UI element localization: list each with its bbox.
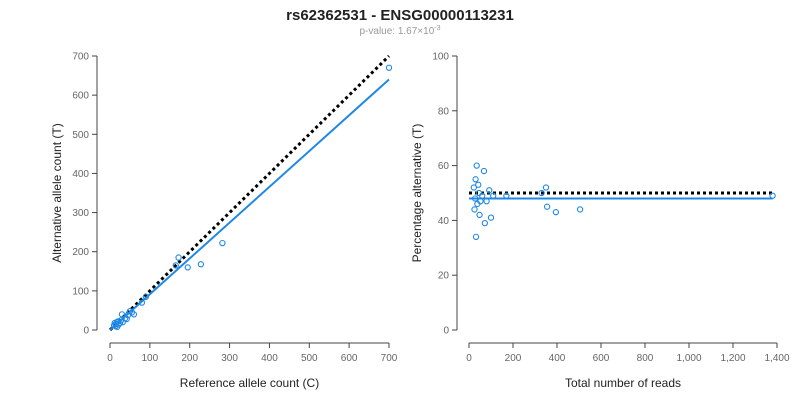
right-x-tick-label: 400 [549, 353, 566, 364]
chart-title: rs62362531 - ENSG00000113231 [286, 7, 514, 24]
left-data-point [138, 299, 146, 306]
right-data-point [479, 192, 486, 199]
right-data-point [490, 192, 497, 199]
left-reference-line [108, 54, 391, 332]
left-y-tick-label: 300 [72, 208, 89, 219]
right-data-point [472, 195, 479, 202]
right-data-point [480, 167, 488, 175]
right-data-point [470, 184, 477, 191]
right-x-tick-label: 200 [505, 353, 522, 364]
left-x-tick-label: 0 [107, 353, 113, 364]
left-y-axis-label: Alternative allele count (T) [50, 123, 64, 262]
allele-count-scatter-panel: 0 100 200 300 400 500 600 700 0 100 200 300 400 500 60… [50, 52, 398, 391]
right-y-axis-label: Percentage alternative (T) [410, 124, 424, 263]
right-x-tick-label: 1,400 [764, 353, 789, 364]
right-data-point [471, 206, 478, 213]
left-data-point [197, 261, 205, 268]
left-x-tick-label: 500 [301, 353, 318, 364]
left-y-tick-label: 600 [72, 91, 89, 102]
right-data-point [472, 176, 479, 183]
left-x-tick-label: 100 [142, 353, 159, 364]
right-data-point [477, 198, 484, 205]
left-y-tick-label: 100 [72, 286, 89, 297]
chart-subtitle: p-value: 1.67×10-3 [359, 25, 440, 37]
right-data-point [769, 192, 776, 199]
left-y-tick-label: 200 [72, 247, 89, 258]
right-y-tick-label: 100 [432, 52, 449, 63]
right-data-point [576, 206, 584, 213]
left-data-point [385, 64, 393, 71]
left-data-point [219, 239, 226, 247]
left-data-point [172, 262, 179, 269]
right-data-point [487, 214, 495, 221]
right-x-tick-label: 800 [637, 353, 654, 364]
right-data-point [543, 203, 551, 210]
left-x-axis-label: Reference allele count (C) [180, 376, 319, 390]
left-data-point [123, 315, 130, 323]
left-data-point [142, 293, 150, 300]
left-y-tick-label: 400 [72, 169, 89, 180]
left-data-point [118, 311, 126, 318]
percentage-alternative-scatter-panel: 0 20 40 60 80 100 0 200 400 600 800 1,000 1,200 1,400… [410, 52, 790, 391]
right-x-axis-label: Total number of reads [565, 376, 681, 390]
left-y-tick-label: 0 [83, 326, 89, 337]
right-x-tick-label: 0 [466, 353, 472, 364]
left-y-tick-label: 500 [72, 130, 89, 141]
left-x-tick-label: 300 [221, 353, 238, 364]
right-data-point [472, 233, 480, 240]
left-x-tick-label: 600 [341, 353, 358, 364]
left-fit-line [109, 78, 390, 331]
left-x-tick-label: 200 [181, 353, 198, 364]
right-data-point [486, 187, 493, 194]
left-data-point [130, 311, 138, 318]
left-x-tick-label: 700 [381, 353, 398, 364]
right-y-tick-label: 40 [438, 216, 450, 227]
left-x-tick-label: 400 [261, 353, 278, 364]
right-data-point [475, 181, 482, 188]
p-value-text: p-value: 1.67×10 [359, 26, 434, 37]
right-x-tick-label: 1,200 [720, 353, 745, 364]
left-data-point [184, 264, 191, 271]
left-data-point [175, 254, 182, 261]
right-y-tick-label: 60 [438, 161, 450, 172]
right-data-point [542, 184, 550, 191]
right-x-tick-label: 600 [593, 353, 610, 364]
right-y-tick-label: 80 [438, 106, 450, 117]
right-data-point [473, 162, 480, 169]
right-data-point [476, 211, 483, 219]
right-x-tick-label: 1,000 [676, 353, 701, 364]
right-data-point [483, 198, 490, 205]
right-data-point [552, 209, 560, 216]
right-y-tick-label: 0 [443, 326, 449, 337]
left-y-tick-label: 700 [72, 52, 89, 63]
right-y-tick-label: 20 [438, 271, 450, 282]
right-data-point [503, 192, 510, 199]
right-data-point [538, 189, 545, 197]
right-data-point [481, 219, 488, 227]
p-value-exponent: -3 [434, 25, 440, 32]
